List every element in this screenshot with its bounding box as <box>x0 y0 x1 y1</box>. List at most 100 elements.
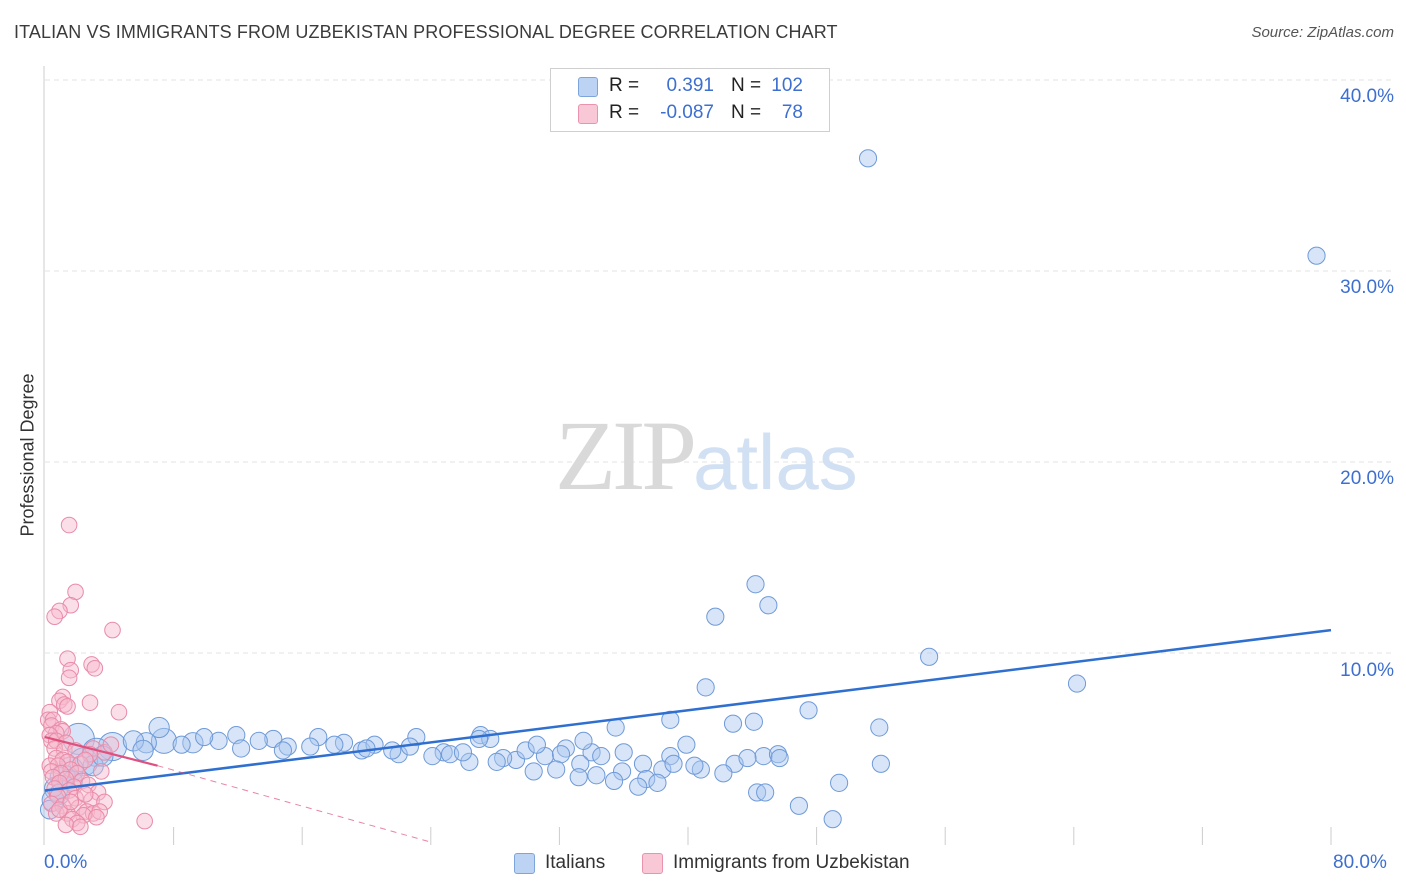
italians-point <box>714 764 733 783</box>
italians-point <box>487 752 506 771</box>
italians-point <box>516 741 535 760</box>
x-tick-label-max: 80.0% <box>1333 852 1387 873</box>
italians-point <box>799 701 818 720</box>
italians-point <box>920 647 939 666</box>
italians-point <box>587 766 606 785</box>
italians-point <box>744 712 763 731</box>
y-axis-label: Professional Degree <box>17 373 38 537</box>
italians-point <box>132 739 154 762</box>
trend-lines <box>44 628 1332 843</box>
source-credit: Source: ZipAtlas.com <box>1251 24 1394 41</box>
italians-point <box>685 756 704 775</box>
gridlines <box>45 79 1392 654</box>
italians-point <box>182 732 204 754</box>
italians-point <box>653 760 672 779</box>
italians-point <box>227 726 246 745</box>
italians-point <box>407 727 426 747</box>
italians-point <box>571 754 590 773</box>
italians-point <box>434 743 453 762</box>
italians-point <box>830 773 849 792</box>
uzbekistan-trend-line <box>44 735 158 767</box>
italians-point <box>569 768 588 787</box>
uzbekistan-point <box>81 694 99 711</box>
uzbekistan-point <box>96 793 113 811</box>
italians-point <box>148 716 170 739</box>
legend-r-value: -0.087 <box>660 102 714 123</box>
uzbekistan-point <box>88 808 105 826</box>
legend-n-value: 102 <box>771 75 803 96</box>
legend-row-italians: R = 0.391 N = 102 <box>551 73 829 99</box>
legend-r-label: R = <box>609 75 640 96</box>
italians-point <box>677 735 696 754</box>
italians-point <box>604 771 624 791</box>
y-tick-label: 30.0% <box>1340 277 1394 298</box>
italians-point <box>871 754 890 773</box>
italians-point <box>706 607 725 626</box>
italians-point <box>249 731 268 750</box>
italians-point <box>1067 674 1087 693</box>
italians-point <box>423 747 442 766</box>
uzbekistan-point <box>102 736 120 753</box>
uzbekistan-point <box>46 608 63 626</box>
uzbekistan-point <box>86 659 104 677</box>
uzbekistan-point <box>62 793 80 811</box>
italians-point <box>209 731 228 750</box>
legend-swatch-blue <box>578 77 598 97</box>
italians-point <box>325 735 344 754</box>
italians-point <box>756 783 775 802</box>
italians-point <box>460 752 479 771</box>
uzbekistan-points <box>39 516 153 836</box>
legend-r-value: 0.391 <box>666 75 714 96</box>
legend-label-uzbekistan: Immigrants from Uzbekistan <box>673 852 910 873</box>
italians-point <box>759 596 778 615</box>
italians-point <box>551 745 571 764</box>
italians-point <box>870 718 889 737</box>
watermark-atlas: atlas <box>693 418 858 506</box>
italians-point <box>629 777 648 796</box>
italians-point <box>150 727 177 754</box>
italians-point <box>273 741 292 760</box>
italians-point <box>858 149 878 168</box>
legend-r-label: R = <box>609 102 640 123</box>
italians-point <box>633 754 653 773</box>
legend-swatch-italians <box>514 853 535 874</box>
italians-point <box>606 718 625 737</box>
italians-point <box>469 729 489 749</box>
uzbekistan-point <box>110 703 128 721</box>
y-tick-label: 10.0% <box>1340 660 1394 681</box>
uzbekistan-point <box>92 763 110 780</box>
legend-swatch-pink <box>578 104 598 124</box>
italians-point <box>1307 246 1326 265</box>
italians-point <box>746 575 765 594</box>
italians-trend-line <box>44 628 1332 792</box>
uzbekistan-point <box>136 812 153 830</box>
uzbekistan-point <box>60 516 78 534</box>
watermark: ZIPatlas <box>555 398 858 513</box>
italians-point <box>172 735 191 754</box>
italians-point <box>738 748 757 768</box>
legend-row-uzbekistan: R = -0.087 N = 78 <box>551 100 829 126</box>
italians-point <box>574 731 593 750</box>
italians-point <box>527 735 546 754</box>
italians-point <box>547 760 566 779</box>
italians-point <box>754 747 773 766</box>
uzbekistan-point <box>59 698 76 715</box>
uzbekistan-point <box>57 816 75 834</box>
y-tick-label: 40.0% <box>1340 86 1394 107</box>
legend-n-label: N = <box>731 75 762 96</box>
italians-point <box>823 810 842 829</box>
italians-point <box>664 754 683 773</box>
italians-point <box>648 773 667 792</box>
legend-label-italians: Italians <box>545 852 606 873</box>
watermark-zip: ZIP <box>555 400 697 511</box>
correlation-legend: R = 0.391 N = 102 R = -0.087 N = 78 <box>550 68 830 132</box>
uzbekistan-point <box>76 786 94 803</box>
italians-point <box>556 739 575 758</box>
italians-point <box>592 747 611 766</box>
italians-point <box>748 783 767 802</box>
uzbekistan-point <box>72 818 89 836</box>
axes <box>43 66 1332 845</box>
italians-point <box>696 678 715 697</box>
italians-point <box>770 748 789 768</box>
